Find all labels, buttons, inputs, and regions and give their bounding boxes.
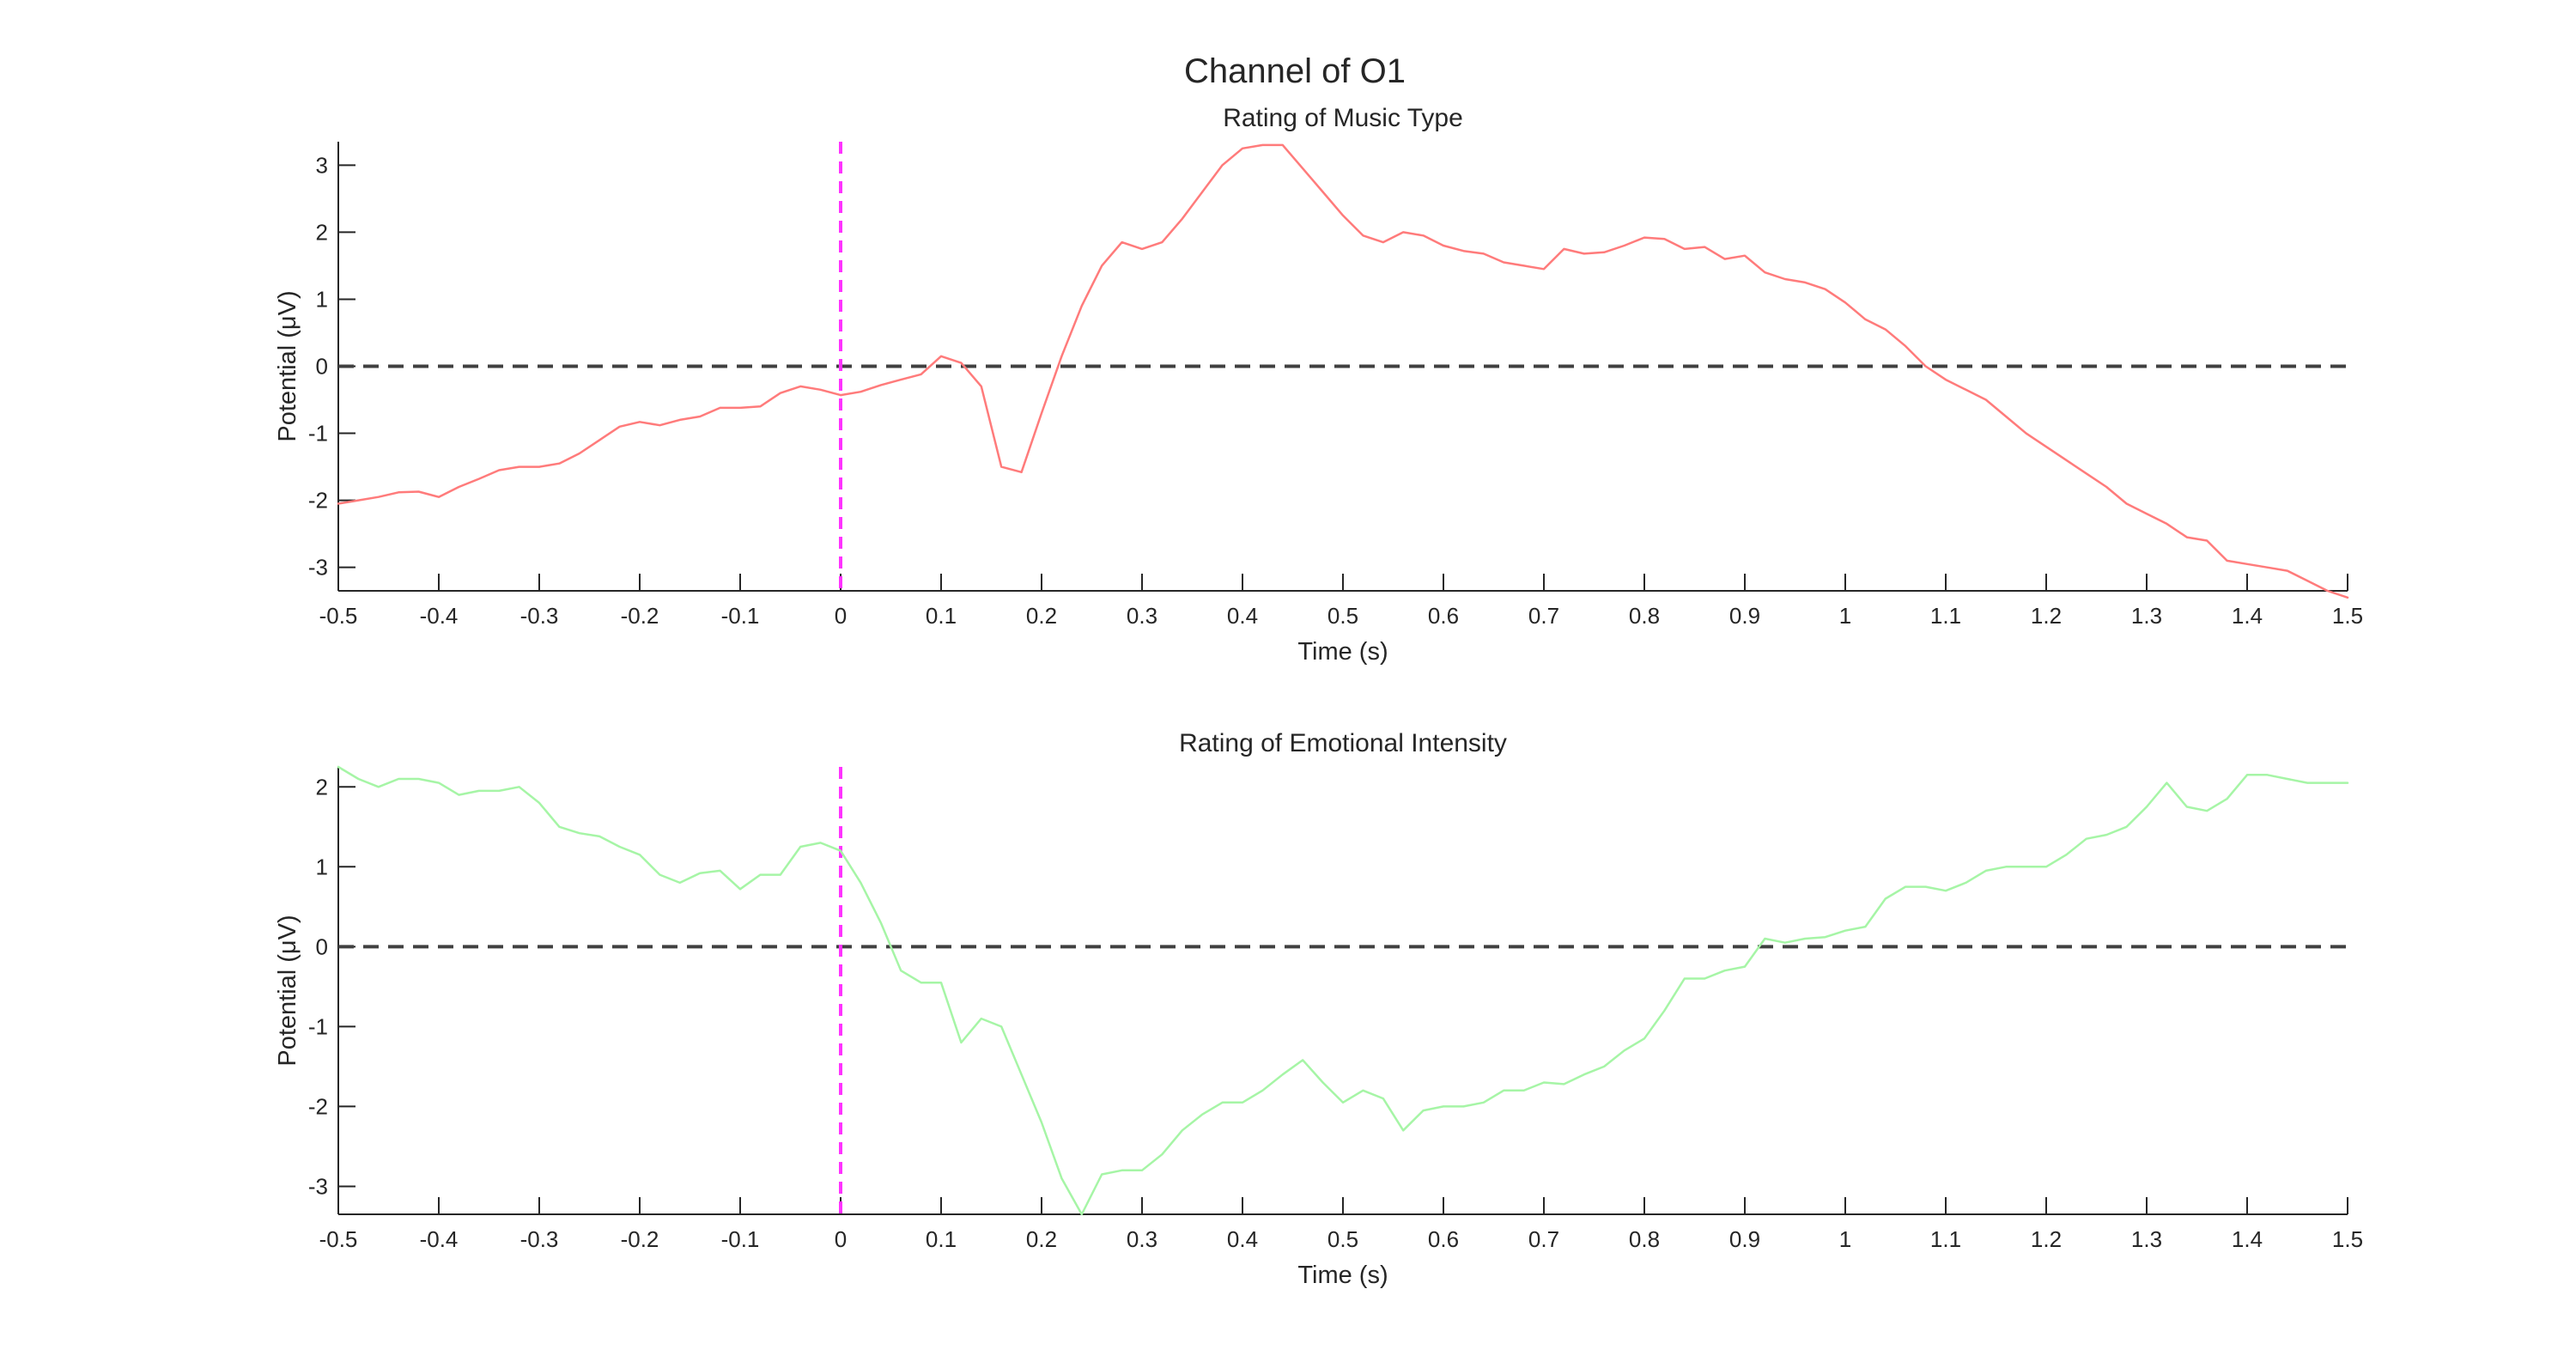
chart-0-x-tick-label: 0.1: [926, 603, 957, 629]
chart-1-y-tick-label: -3: [308, 1173, 328, 1199]
chart-0-y-tick-label: 3: [316, 152, 328, 178]
chart-1-series-line-0: [337, 765, 2349, 1216]
chart-1-x-tick-label: 0.3: [1127, 1226, 1157, 1252]
chart-0-y-tick-label: -3: [308, 555, 328, 581]
chart-0-x-tick-label: 0.7: [1528, 603, 1559, 629]
chart-0-x-tick-label: -0.2: [621, 603, 659, 629]
chart-0-x-tick-label: 0.9: [1729, 603, 1760, 629]
chart-1-x-tick-label: -0.1: [721, 1226, 760, 1252]
chart-0-x-tick-label: 1.1: [1930, 603, 1961, 629]
chart-0-x-tick-label: 0.6: [1428, 603, 1459, 629]
chart-1-y-tick-label: 1: [316, 854, 328, 879]
chart-0-y-tick-label: 2: [316, 219, 328, 245]
chart-0-x-tick-label: 0.3: [1127, 603, 1157, 629]
chart-1-title: Rating of Emotional Intensity: [1179, 729, 1507, 757]
chart-0-x-tick-label: 1.2: [2031, 603, 2062, 629]
chart-1-x-tick-label: 0: [835, 1226, 847, 1252]
chart-0-x-tick-label: 1.5: [2332, 603, 2363, 629]
chart-0-title: Rating of Music Type: [1223, 104, 1463, 132]
chart-0-x-tick-label: 1.4: [2232, 603, 2263, 629]
chart-1-x-tick-label: -0.5: [319, 1226, 358, 1252]
chart-1-x-tick-label: 0.1: [926, 1226, 957, 1252]
chart-0-y-axis-label: Potential (μV): [274, 290, 301, 441]
chart-0-x-tick-label: 1.3: [2131, 603, 2162, 629]
chart-1-y-tick-label: 0: [316, 933, 328, 959]
chart-1-y-tick-label: 2: [316, 774, 328, 800]
chart-1-x-tick-label: 0.4: [1227, 1226, 1258, 1252]
chart-1-x-tick-label: -0.2: [621, 1226, 659, 1252]
chart-0-x-tick-label: 0.5: [1327, 603, 1358, 629]
chart-0-y-tick-label: -2: [308, 488, 328, 514]
chart-1-x-tick-label: 1.3: [2131, 1226, 2162, 1252]
chart-1-x-tick-label: 1.1: [1930, 1226, 1961, 1252]
chart-1-x-tick-label: 1: [1839, 1226, 1851, 1252]
chart-1-y-tick-label: -2: [308, 1093, 328, 1119]
chart-1-x-tick-label: 1.2: [2031, 1226, 2062, 1252]
chart-1-x-tick-label: 0.7: [1528, 1226, 1559, 1252]
axes-emotional-intensity: Rating of Emotional Intensity -0.5 -0.4 -0.…: [274, 729, 2363, 1289]
chart-0-y-tick-label: 1: [316, 286, 328, 312]
chart-1-x-tick-label: 0.9: [1729, 1226, 1760, 1252]
chart-0-x-tick-label: 0.2: [1026, 603, 1057, 629]
chart-0-x-tick-label: 0: [835, 603, 847, 629]
figure-title: Channel of O1: [1184, 52, 1406, 90]
chart-0-x-tick-label: -0.5: [319, 603, 358, 629]
chart-0-x-tick-label: 0.8: [1629, 603, 1660, 629]
chart-1-x-tick-label: 0.6: [1428, 1226, 1459, 1252]
axes-music-type: Rating of Music Type -0.5 -0.4 -0.3 -0.2 -0.1…: [274, 104, 2363, 666]
chart-0-x-axis-label: Time (s): [1297, 638, 1388, 666]
chart-1-x-tick-label: -0.4: [420, 1226, 459, 1252]
chart-0-series-line-0: [337, 143, 2349, 599]
chart-1-x-tick-label: 0.5: [1327, 1226, 1358, 1252]
chart-0-y-tick-label: 0: [316, 354, 328, 380]
chart-1-x-tick-label: -0.3: [520, 1226, 559, 1252]
chart-0-x-tick-label: 1: [1839, 603, 1851, 629]
chart-0-x-tick-label: -0.1: [721, 603, 760, 629]
chart-1-x-tick-label: 1.5: [2332, 1226, 2363, 1252]
chart-1-x-tick-label: 1.4: [2232, 1226, 2263, 1252]
chart-0-x-tick-label: -0.3: [520, 603, 559, 629]
chart-0-x-tick-label: 0.4: [1227, 603, 1258, 629]
chart-1-x-axis-label: Time (s): [1297, 1262, 1388, 1289]
chart-0-x-tick-label: -0.4: [420, 603, 459, 629]
chart-1-y-tick-label: -1: [308, 1013, 328, 1039]
chart-1-x-tick-label: 0.8: [1629, 1226, 1660, 1252]
chart-1-y-axis-label: Potential (μV): [274, 915, 301, 1066]
chart-0-y-tick-label: -1: [308, 421, 328, 447]
chart-1-x-tick-label: 0.2: [1026, 1226, 1057, 1252]
